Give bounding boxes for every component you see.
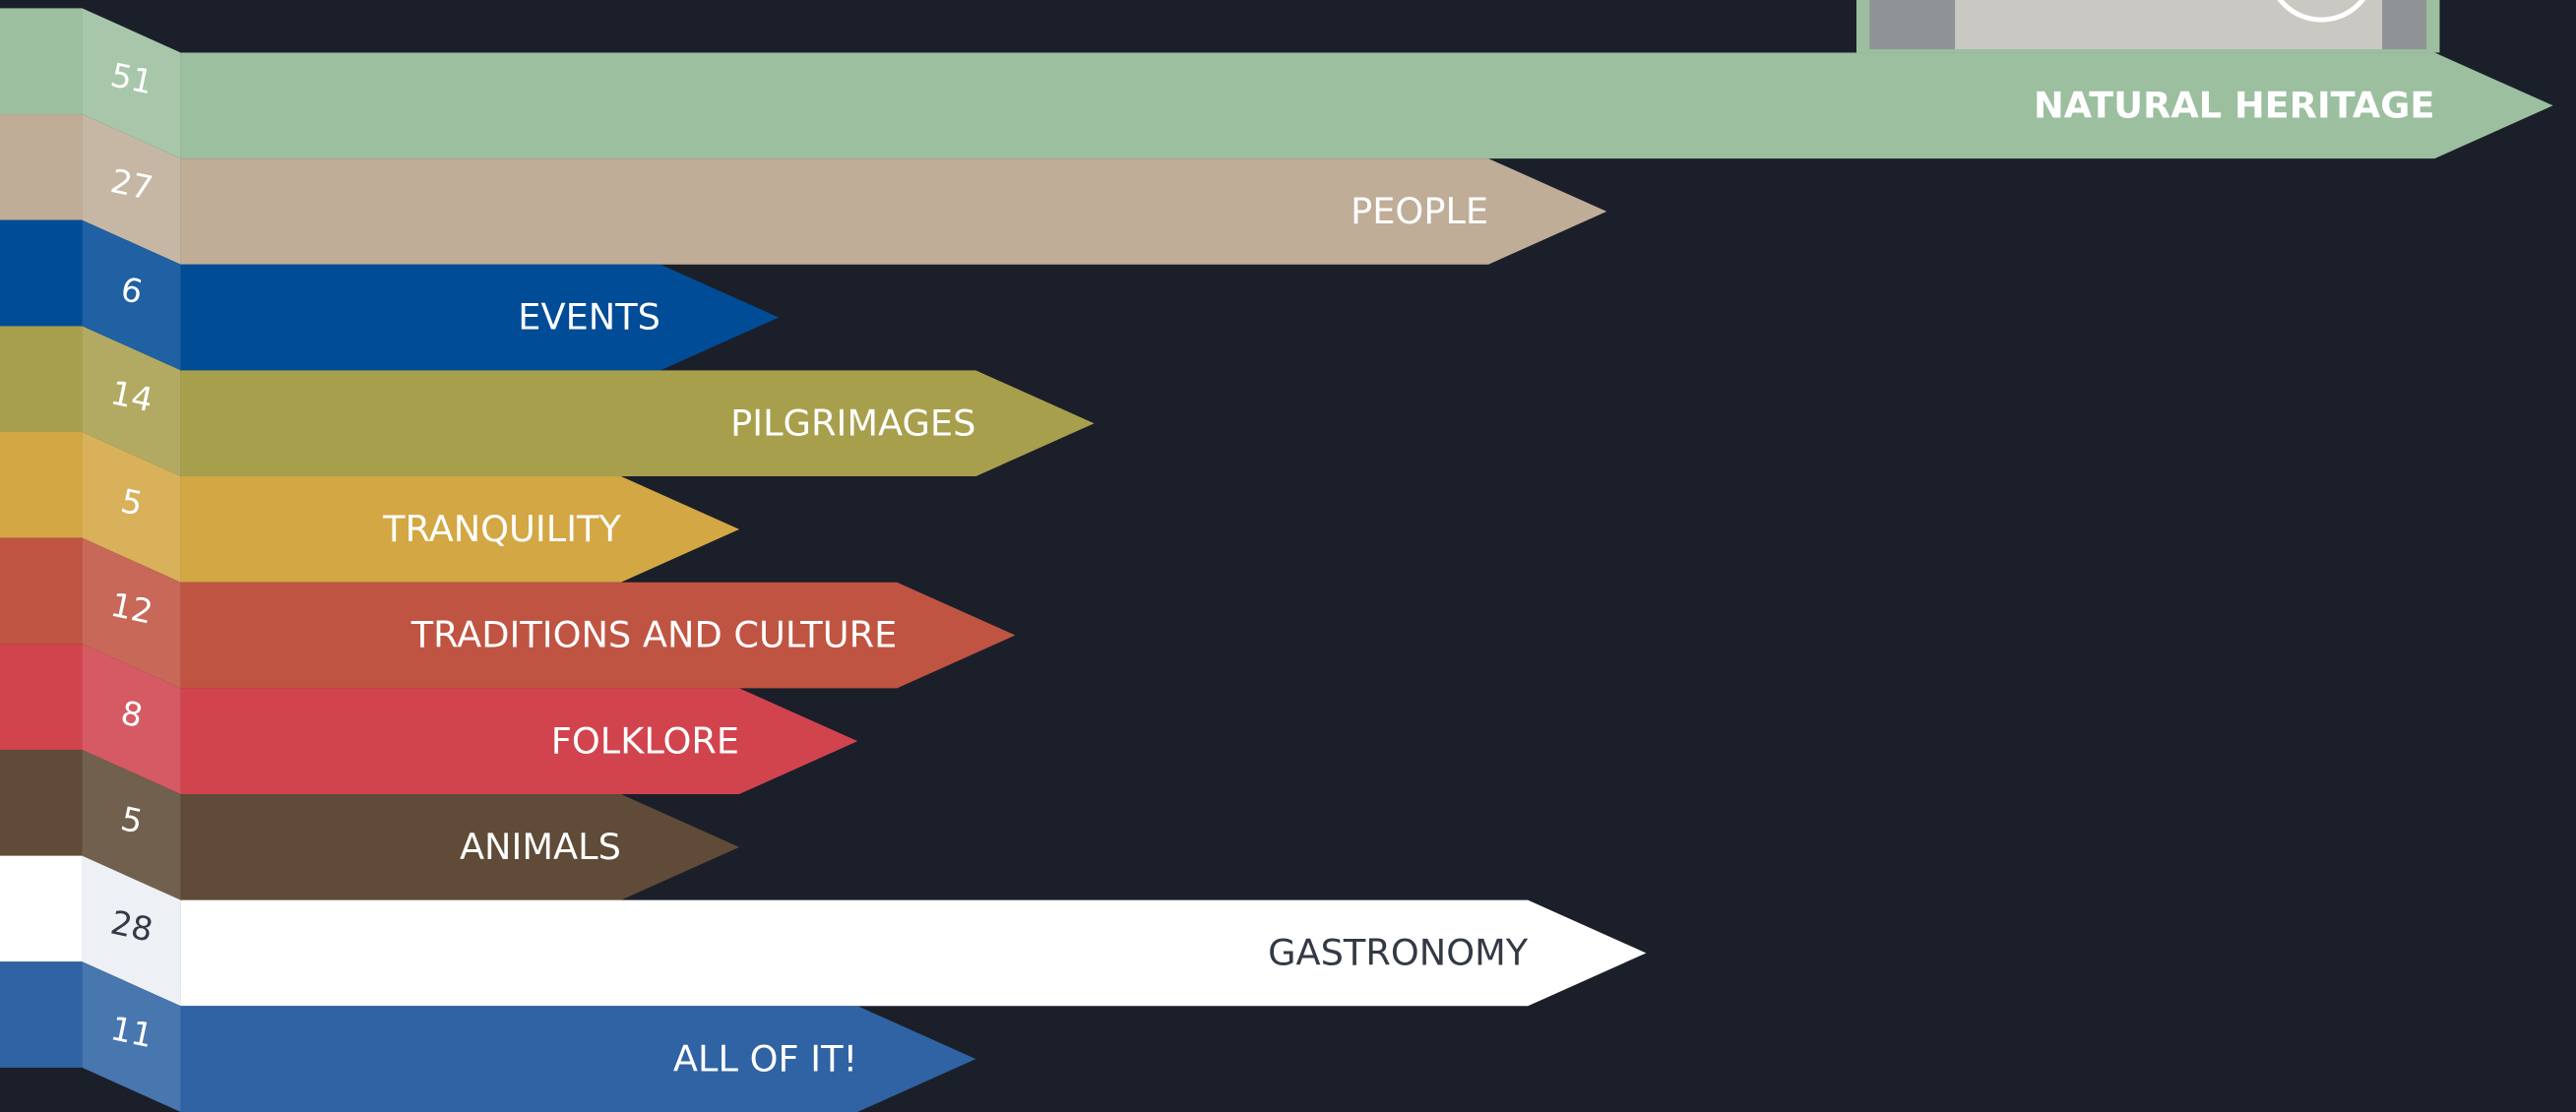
bar — [180, 370, 1095, 477]
bar — [180, 52, 2553, 159]
count-panel — [82, 326, 181, 477]
category-label: TRANQUILITY — [382, 508, 621, 550]
row: 14 PILGRIMAGES — [0, 326, 1095, 477]
thumbnail — [1855, 0, 2440, 53]
thumbnail-icon[interactable] — [2269, 0, 2374, 23]
row-tab — [0, 219, 83, 327]
count-panel-shade — [82, 749, 181, 900]
row: 11 ALL OF IT! — [0, 961, 976, 1112]
category-label: ANIMALS — [460, 826, 621, 868]
row-tab — [0, 749, 83, 856]
row-tab — [0, 537, 83, 645]
category-label: TRADITIONS AND CULTURE — [410, 614, 898, 656]
count-panel — [82, 8, 181, 159]
count-panel-shade — [82, 855, 181, 1007]
count-panel-shade — [82, 537, 181, 689]
bar — [180, 1006, 976, 1112]
row: 51 NATURAL HERITAGE — [0, 8, 2553, 159]
count-panel-shade — [82, 114, 181, 265]
count-panel — [82, 219, 181, 371]
count-panel-shade — [82, 219, 181, 371]
row-tab — [0, 961, 83, 1068]
bar — [180, 899, 1647, 1007]
row: 27 PEOPLE — [0, 114, 1607, 265]
count-label: 28 — [107, 903, 157, 950]
count-panel — [82, 961, 181, 1112]
count-label: 11 — [107, 1009, 157, 1055]
category-label: GASTRONOMY — [1268, 932, 1529, 974]
bar — [180, 264, 780, 371]
category-label: PILGRIMAGES — [730, 402, 975, 444]
category-label: FOLKLORE — [551, 719, 739, 762]
thumbnail-stone — [1955, 0, 2383, 50]
bar — [180, 582, 1016, 689]
bar — [180, 688, 858, 795]
count-label: 51 — [107, 55, 157, 101]
category-label: ALL OF IT! — [673, 1037, 857, 1080]
count-panel — [82, 855, 181, 1007]
count-label: 27 — [107, 161, 157, 208]
count-panel — [82, 644, 181, 795]
row: 28 GASTRONOMY — [0, 855, 1647, 1007]
count-panel — [82, 749, 181, 900]
category-label: EVENTS — [518, 296, 660, 339]
category-label: NATURAL HERITAGE — [2034, 84, 2434, 126]
row-tab — [0, 855, 83, 962]
row-tab — [0, 431, 83, 538]
count-panel-shade — [82, 8, 181, 159]
count-label: 14 — [107, 373, 157, 419]
count-panel — [82, 431, 181, 583]
category-label: PEOPLE — [1351, 190, 1488, 232]
row-tab — [0, 326, 83, 432]
row: 12 TRADITIONS AND CULTURE — [0, 537, 1016, 689]
count-panel — [82, 114, 181, 265]
count-panel-shade — [82, 961, 181, 1112]
count-label: 12 — [107, 586, 157, 632]
row-tab — [0, 644, 83, 750]
count-panel — [82, 537, 181, 689]
bar — [180, 794, 740, 900]
count-panel-shade — [82, 326, 181, 477]
bar — [180, 158, 1607, 265]
count-panel-shade — [82, 431, 181, 583]
row-tab — [0, 114, 83, 220]
bar — [180, 476, 740, 583]
row-tab — [0, 8, 83, 115]
count-panel-shade — [82, 644, 181, 795]
